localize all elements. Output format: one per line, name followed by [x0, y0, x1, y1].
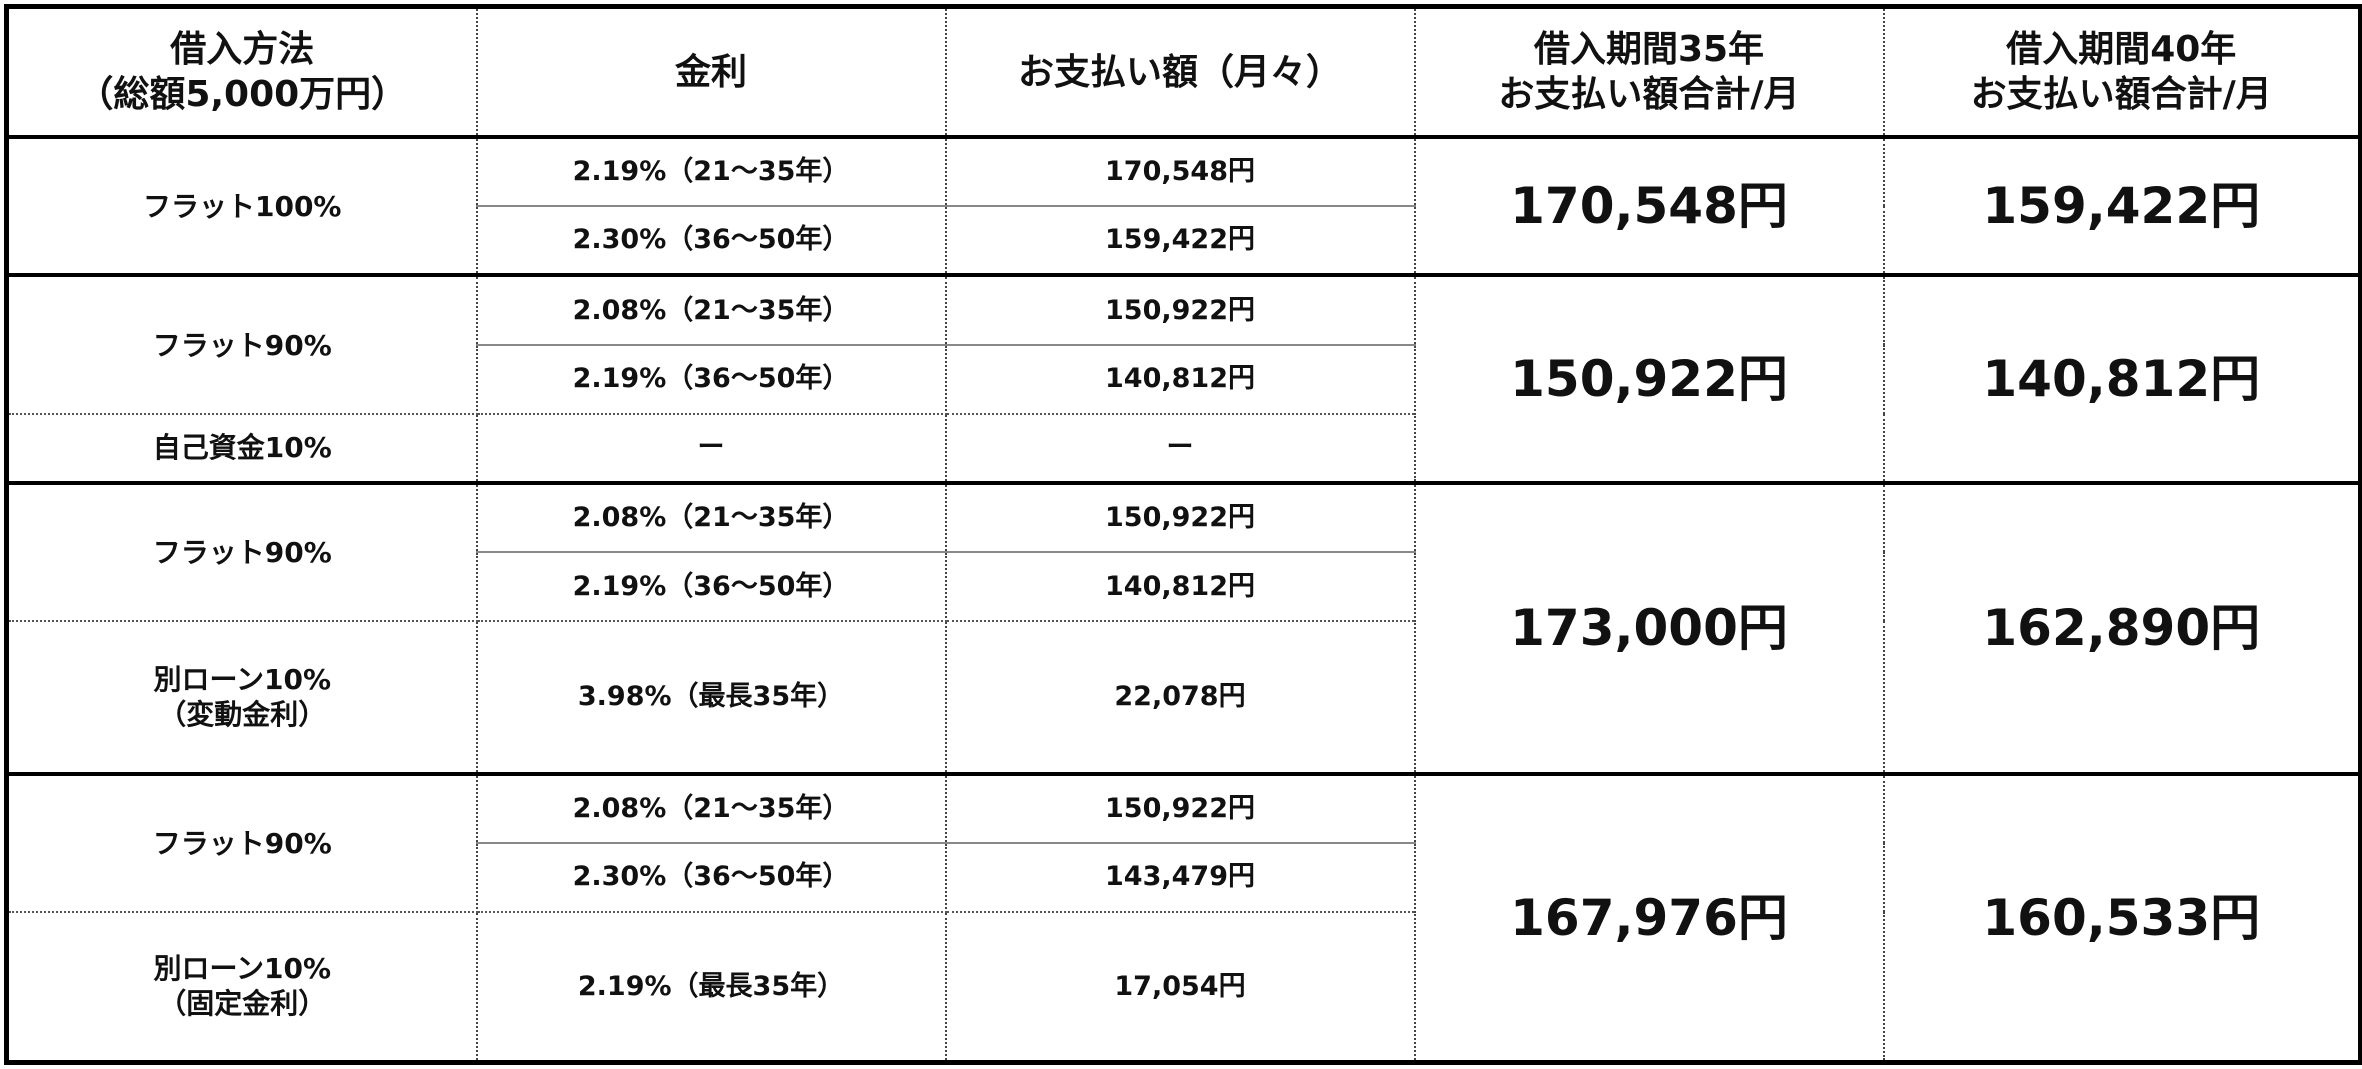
table-row: 別ローン10% （固定金利） 2.19%（最長35年） 17,054円	[5, 910, 2361, 1064]
total-40y-cell: 140,812円	[1882, 273, 2362, 484]
header-monthly-payment: お支払い額（月々）	[944, 5, 1416, 139]
table-row: 2.30%（36〜50年） 159,422円	[7, 205, 2361, 277]
payment-cell: 150,922円	[944, 771, 1416, 844]
table-row: フラット90% 2.08%（21〜35年） 150,922円 173,000円 …	[5, 480, 2362, 775]
header-method: 借入方法 （総額5,000万円）	[5, 5, 478, 139]
payment-cell: 140,812円	[944, 343, 1416, 415]
loan-comparison-table: 借入方法 （総額5,000万円） 金利 お支払い額（月々） 借入期間35年 お支…	[4, 4, 2362, 1065]
rate-cell: 2.19%（最長35年）	[475, 910, 947, 1064]
method-cell: フラット100%	[5, 134, 478, 277]
method-cell: フラット90%	[5, 273, 478, 415]
rate-cell: 2.19%（21〜35年）	[475, 134, 947, 208]
method-cell: 別ローン10% （変動金利）	[5, 620, 478, 775]
payment-cell: 150,922円	[944, 480, 1416, 554]
method-label: フラット100%	[142, 189, 342, 223]
rate-cell: 2.30%（36〜50年）	[475, 841, 947, 913]
method-cell: フラット90%	[5, 771, 478, 913]
total-35y-cell: 173,000円	[1413, 480, 1885, 775]
payment-cell: 159,422円	[944, 205, 1416, 277]
header-rate: 金利	[475, 5, 947, 139]
rate-cell: 2.08%（21〜35年）	[475, 480, 947, 554]
rate-cell: 3.98%（最長35年）	[475, 620, 947, 775]
rate-cell: 2.19%（36〜50年）	[475, 343, 947, 415]
method-label: 自己資金10%	[152, 431, 332, 465]
payment-cell: 22,078円	[944, 620, 1416, 775]
method-label: フラット90%	[152, 328, 332, 362]
method-cell: 自己資金10%	[5, 412, 478, 484]
method-label: フラット90%	[152, 826, 332, 860]
table-row: フラット90% 2.08%（21〜35年） 150,922円 150,922円 …	[5, 273, 2362, 484]
payment-cell: 17,054円	[944, 910, 1416, 1064]
method-label: 別ローン10%	[153, 952, 332, 986]
rate-cell: 2.08%（21〜35年）	[475, 273, 947, 346]
rate-cell: 2.08%（21〜35年）	[475, 771, 947, 844]
table-row: フラット100% 2.19%（21〜35年） 170,548円 170,548円…	[5, 134, 2362, 277]
table-row: 自己資金10% ー ー	[5, 412, 2361, 484]
table-row: フラット90% 2.08%（21〜35年） 150,922円 167,976円 …	[5, 771, 2362, 1064]
total-35y-cell: 167,976円	[1413, 771, 1885, 1064]
total-40y-cell: 162,890円	[1882, 480, 2362, 775]
total-40y-cell: 159,422円	[1882, 134, 2362, 277]
method-sublabel: （変動金利）	[158, 697, 327, 731]
header-method-line2: （総額5,000万円）	[77, 74, 408, 115]
header-total-40y-line2: お支払い額合計/月	[1970, 74, 2272, 115]
payment-cell: 170,548円	[944, 134, 1416, 208]
method-sublabel: （固定金利）	[158, 987, 327, 1021]
payment-cell: ー	[944, 412, 1416, 484]
table-row: 2.30%（36〜50年） 143,479円	[7, 841, 2361, 913]
header-method-line1: 借入方法	[170, 29, 315, 70]
rate-cell: ー	[475, 412, 947, 484]
payment-cell: 140,812円	[944, 551, 1416, 623]
method-cell: 別ローン10% （固定金利）	[5, 910, 478, 1064]
table-row: 2.19%（36〜50年） 140,812円	[7, 343, 2361, 415]
header-total-35y-line1: 借入期間35年	[1533, 29, 1765, 70]
header-total-35y-line2: お支払い額合計/月	[1498, 74, 1800, 115]
method-label: 別ローン10%	[153, 662, 332, 696]
header-total-40y: 借入期間40年 お支払い額合計/月	[1882, 5, 2362, 139]
table-row: 2.19%（36〜50年） 140,812円	[7, 551, 2361, 623]
rate-cell: 2.30%（36〜50年）	[475, 205, 947, 277]
header-total-40y-line1: 借入期間40年	[2006, 29, 2237, 70]
method-label: フラット90%	[152, 536, 332, 570]
total-35y-cell: 170,548円	[1413, 134, 1885, 277]
method-cell: フラット90%	[5, 480, 478, 623]
payment-cell: 143,479円	[944, 841, 1416, 913]
header-total-35y: 借入期間35年 お支払い額合計/月	[1413, 5, 1885, 139]
payment-cell: 150,922円	[944, 273, 1416, 346]
rate-cell: 2.19%（36〜50年）	[475, 551, 947, 623]
header-row: 借入方法 （総額5,000万円） 金利 お支払い額（月々） 借入期間35年 お支…	[5, 5, 2362, 139]
total-40y-cell: 160,533円	[1882, 771, 2362, 1064]
total-35y-cell: 150,922円	[1413, 273, 1885, 484]
table-row: 別ローン10% （変動金利） 3.98%（最長35年） 22,078円	[5, 620, 2361, 775]
